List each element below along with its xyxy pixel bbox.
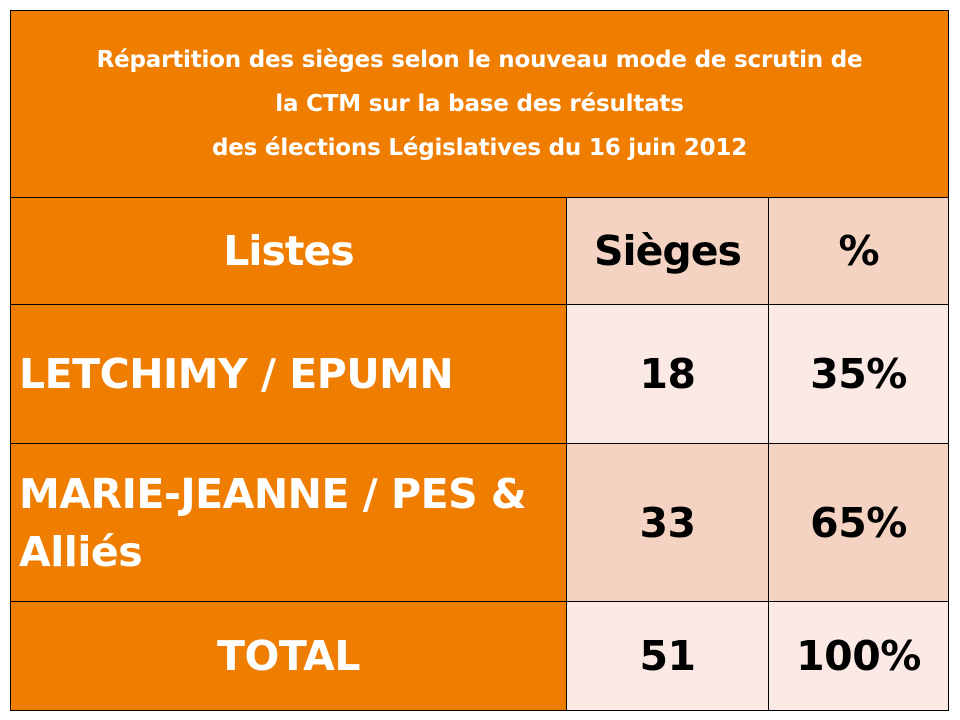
- header-listes: Listes: [10, 197, 567, 305]
- header-percent: %: [768, 197, 949, 305]
- total-row: TOTAL 51 100%: [10, 601, 949, 711]
- row-1-liste: LETCHIMY / EPUMN: [10, 304, 567, 444]
- row-2-sieges: 33: [566, 443, 769, 602]
- header-sieges: Sièges: [566, 197, 769, 305]
- total-label: TOTAL: [10, 601, 567, 711]
- title-line-2: la CTM sur la base des résultats: [275, 91, 684, 117]
- row-1-percent: 35%: [768, 304, 949, 444]
- row-2-percent: 65%: [768, 443, 949, 602]
- total-percent: 100%: [768, 601, 949, 711]
- table-title: Répartition des sièges selon le nouveau …: [10, 10, 949, 198]
- seat-distribution-table: Répartition des sièges selon le nouveau …: [10, 10, 949, 711]
- row-1-sieges: 18: [566, 304, 769, 444]
- table-row: LETCHIMY / EPUMN 18 35%: [10, 304, 949, 444]
- title-line-1: Répartition des sièges selon le nouveau …: [96, 47, 863, 73]
- table-row: MARIE-JEANNE / PES & Alliés 33 65%: [10, 443, 949, 602]
- total-sieges: 51: [566, 601, 769, 711]
- row-2-liste: MARIE-JEANNE / PES & Alliés: [10, 443, 567, 602]
- title-line-3: des élections Législatives du 16 juin 20…: [211, 135, 748, 161]
